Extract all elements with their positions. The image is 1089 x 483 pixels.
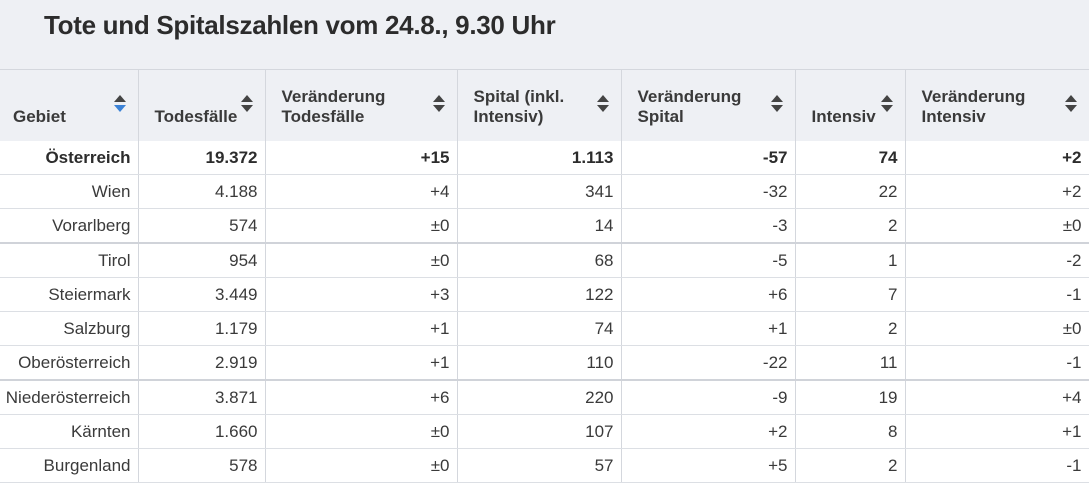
table-cell: +6 [265, 380, 458, 415]
sort-icon[interactable] [880, 95, 893, 115]
table-cell: Steiermark [0, 277, 139, 312]
table-cell: -57 [621, 141, 796, 175]
table-cell: -1 [905, 345, 1089, 381]
page-title: Tote und Spitalszahlen vom 24.8., 9.30 U… [44, 10, 556, 40]
table-cell: 11 [795, 345, 906, 381]
table-cell: 574 [138, 208, 266, 244]
table-cell: 74 [795, 141, 906, 175]
table-cell: 68 [457, 243, 622, 278]
sort-icon[interactable] [770, 95, 783, 115]
table-cell: 3.449 [138, 277, 266, 312]
sort-icon[interactable] [240, 95, 253, 115]
table-row: Steiermark 3.449 +3 122 +6 7 -1 [0, 277, 1089, 312]
table-cell: 220 [457, 380, 622, 415]
table-cell: +2 [905, 141, 1089, 175]
table-cell: ±0 [265, 243, 458, 278]
table-cell: 22 [795, 174, 906, 209]
table-row: Österreich 19.372 +15 1.113 -57 74 +2 [0, 141, 1089, 175]
table-cell: +1 [265, 311, 458, 346]
table-cell: Wien [0, 174, 139, 209]
table-cell: +1 [905, 414, 1089, 449]
table-cell: Tirol [0, 243, 139, 278]
table-cell: 7 [795, 277, 906, 312]
table-cell: +2 [905, 174, 1089, 209]
column-header-todesfaelle[interactable]: Todesfälle [138, 69, 266, 141]
table-cell: Niederösterreich [0, 380, 139, 415]
column-header-veraenderung-intensiv[interactable]: Veränderung Intensiv [905, 69, 1089, 141]
table-cell: 1.179 [138, 311, 266, 346]
table-cell: 19.372 [138, 141, 266, 175]
table-row: Kärnten 1.660 ±0 107 +2 8 +1 [0, 414, 1089, 449]
table-cell: 2 [795, 311, 906, 346]
table-cell: ±0 [265, 208, 458, 244]
sort-icon[interactable] [113, 95, 126, 115]
table-row: Wien 4.188 +4 341 -32 22 +2 [0, 174, 1089, 209]
table-cell: 74 [457, 311, 622, 346]
table-cell: 3.871 [138, 380, 266, 415]
table-cell: -9 [621, 380, 796, 415]
table-cell: +5 [621, 448, 796, 483]
table-cell: 1.660 [138, 414, 266, 449]
table-cell: 8 [795, 414, 906, 449]
table-row: Oberösterreich 2.919 +1 110 -22 11 -1 [0, 345, 1089, 381]
table-cell: Burgenland [0, 448, 139, 483]
table-cell: -3 [621, 208, 796, 244]
column-header-veraenderung-spital[interactable]: Veränderung Spital [621, 69, 796, 141]
table-cell: -32 [621, 174, 796, 209]
table-cell: Oberösterreich [0, 345, 139, 381]
table-cell: +15 [265, 141, 458, 175]
table-row: Burgenland 578 ±0 57 +5 2 -1 [0, 448, 1089, 483]
table-cell: Vorarlberg [0, 208, 139, 244]
table-cell: 2.919 [138, 345, 266, 381]
column-header-veraenderung-todesfaelle[interactable]: Veränderung Todesfälle [265, 69, 458, 141]
data-table-container: Gebiet Todesfälle Veränderung Todesfälle … [0, 69, 1089, 483]
table-cell: +1 [621, 311, 796, 346]
table-cell: Salzburg [0, 311, 139, 346]
table-cell: 107 [457, 414, 622, 449]
table-row: Tirol 954 ±0 68 -5 1 -2 [0, 243, 1089, 278]
table-cell: 14 [457, 208, 622, 244]
table-cell: +3 [265, 277, 458, 312]
table-row: Niederösterreich 3.871 +6 220 -9 19 +4 [0, 380, 1089, 415]
sort-icon[interactable] [596, 95, 609, 115]
table-cell: +2 [621, 414, 796, 449]
table-cell: -5 [621, 243, 796, 278]
table-cell: 122 [457, 277, 622, 312]
table-cell: -1 [905, 277, 1089, 312]
table-cell: 1 [795, 243, 906, 278]
table-cell: 341 [457, 174, 622, 209]
table-cell: -22 [621, 345, 796, 381]
table-cell: 2 [795, 448, 906, 483]
table-cell: ±0 [265, 414, 458, 449]
table-cell: 578 [138, 448, 266, 483]
table-cell: 954 [138, 243, 266, 278]
table-cell: ±0 [905, 208, 1089, 244]
table-header-row: Gebiet Todesfälle Veränderung Todesfälle … [0, 69, 1089, 141]
data-table: Gebiet Todesfälle Veränderung Todesfälle … [0, 69, 1089, 483]
table-cell: -2 [905, 243, 1089, 278]
table-cell: +6 [621, 277, 796, 312]
column-header-spital[interactable]: Spital (inkl. Intensiv) [457, 69, 622, 141]
table-cell: 1.113 [457, 141, 622, 175]
table-cell: 57 [457, 448, 622, 483]
table-row: Vorarlberg 574 ±0 14 -3 2 ±0 [0, 208, 1089, 244]
table-cell: 19 [795, 380, 906, 415]
table-cell: +1 [265, 345, 458, 381]
column-header-intensiv[interactable]: Intensiv [795, 69, 906, 141]
table-cell: 4.188 [138, 174, 266, 209]
table-cell: -1 [905, 448, 1089, 483]
column-header-gebiet[interactable]: Gebiet [0, 69, 139, 141]
table-row: Salzburg 1.179 +1 74 +1 2 ±0 [0, 311, 1089, 346]
sort-icon[interactable] [1064, 95, 1077, 115]
table-cell: +4 [265, 174, 458, 209]
sort-icon[interactable] [432, 95, 445, 115]
table-cell: +4 [905, 380, 1089, 415]
table-cell: Österreich [0, 141, 139, 175]
table-cell: ±0 [905, 311, 1089, 346]
table-cell: 110 [457, 345, 622, 381]
table-cell: Kärnten [0, 414, 139, 449]
table-cell: 2 [795, 208, 906, 244]
table-cell: ±0 [265, 448, 458, 483]
